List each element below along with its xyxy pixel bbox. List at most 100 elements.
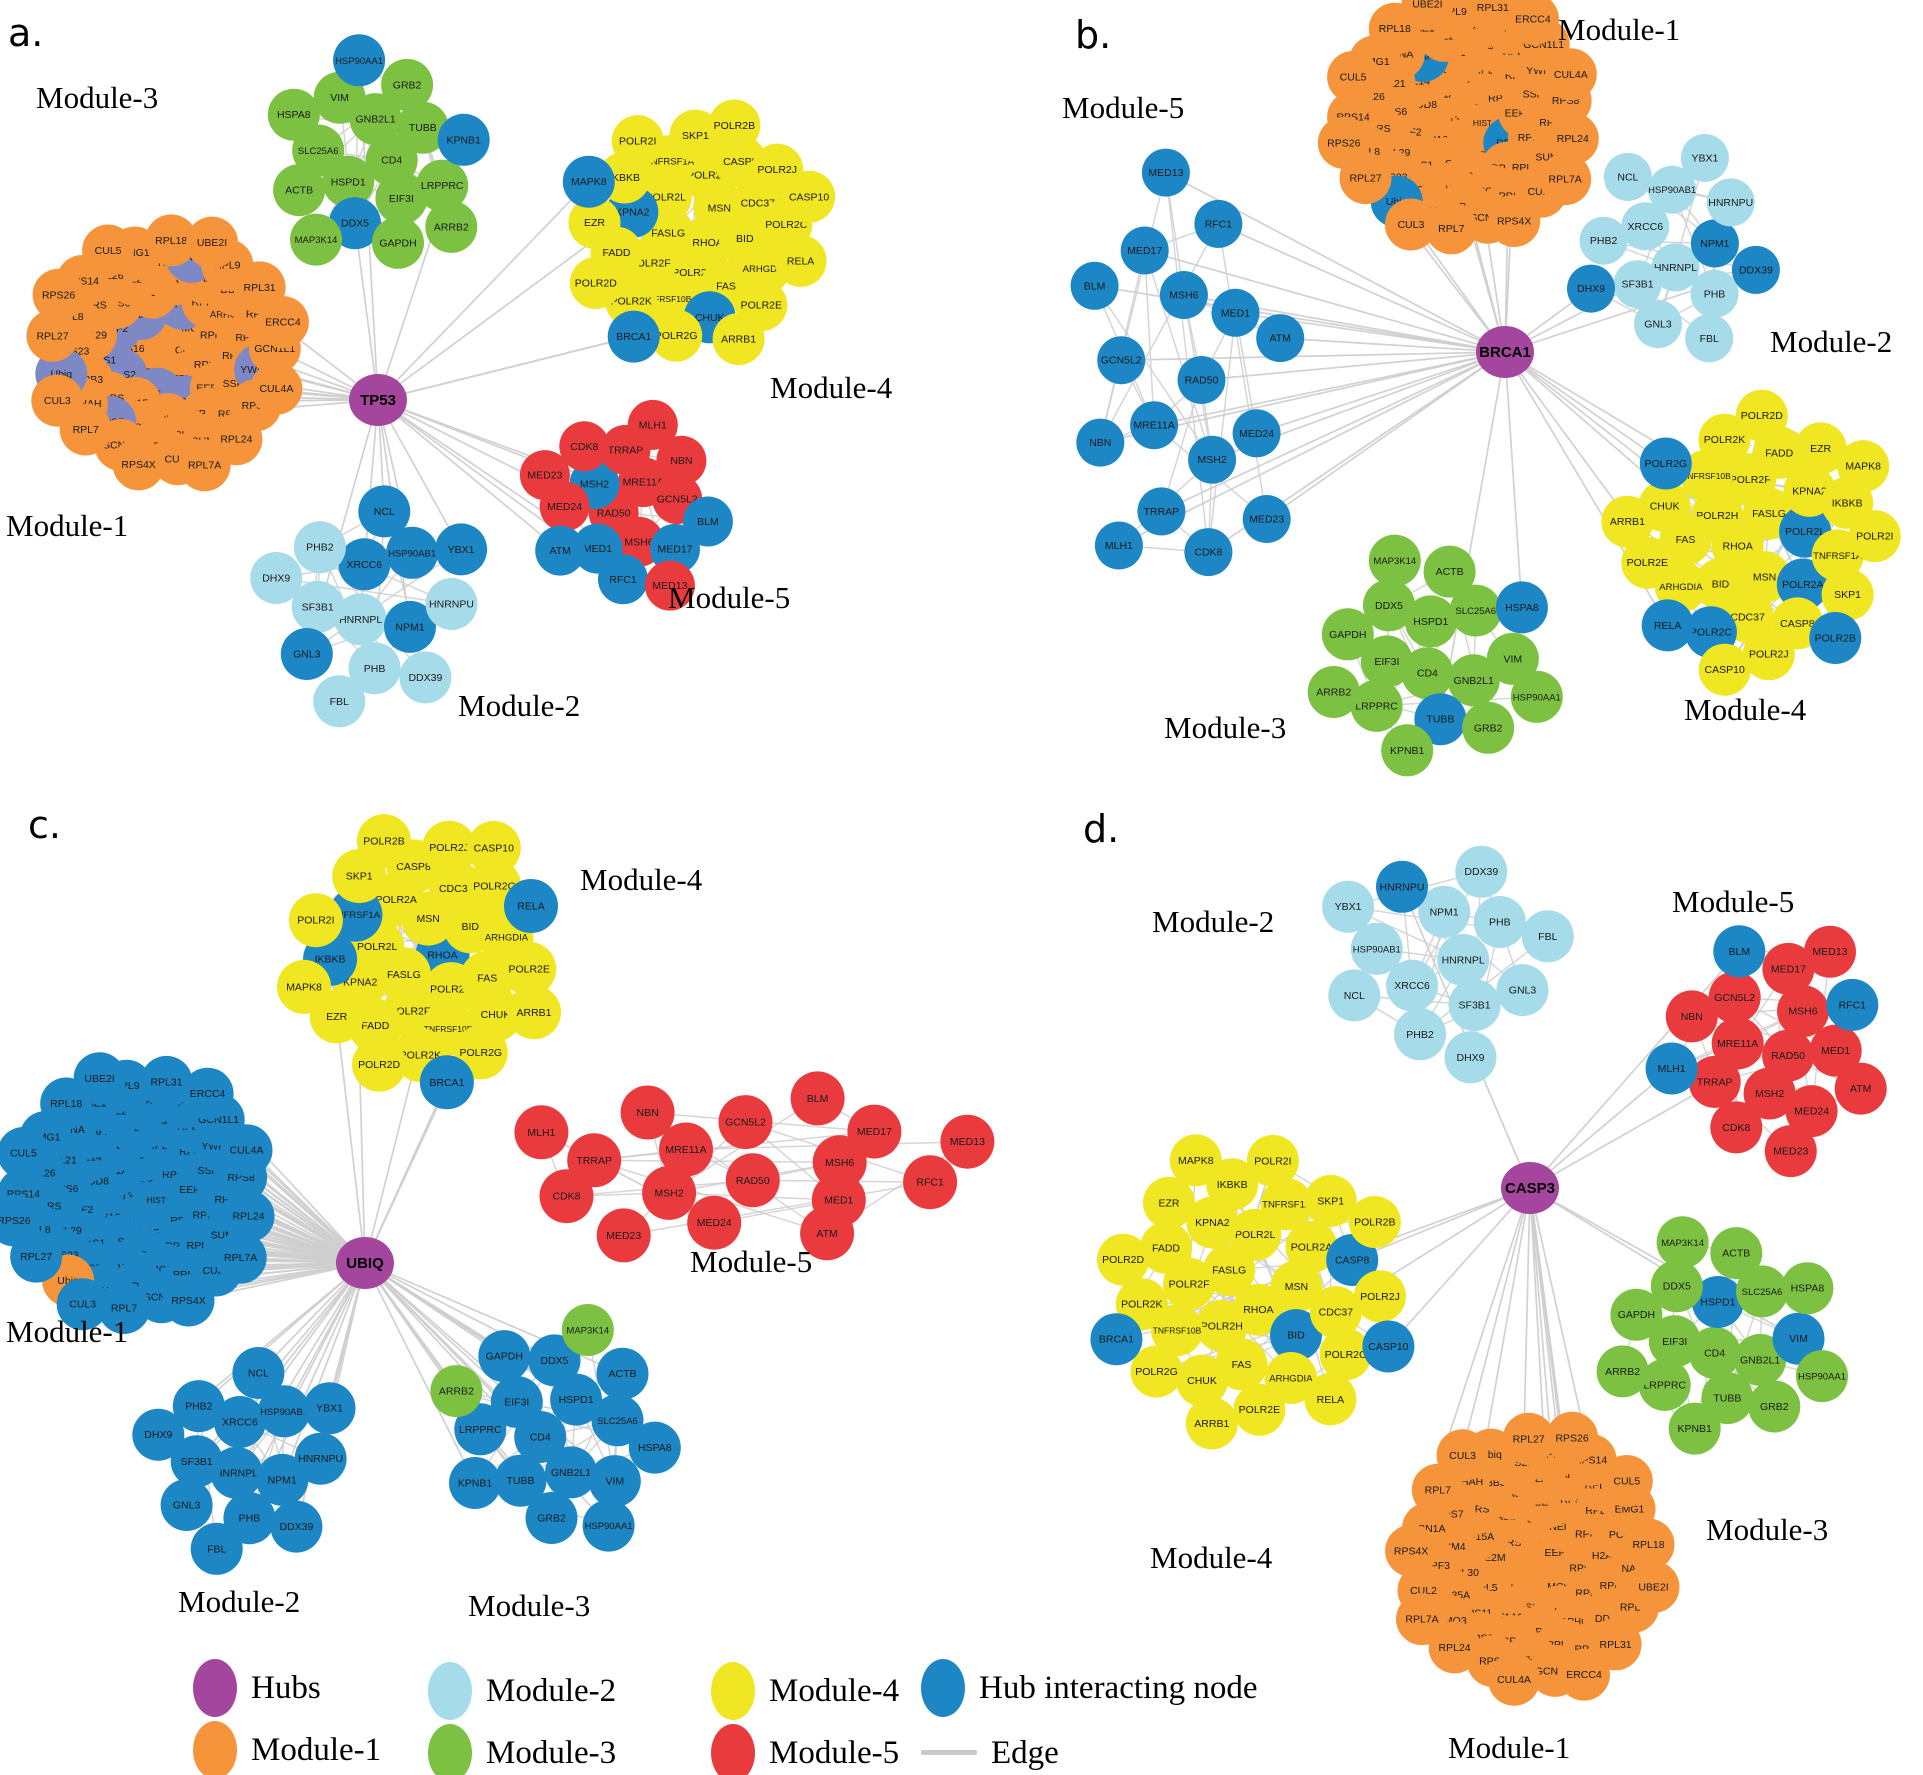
svg-text:HSPD1: HSPD1: [1700, 1297, 1735, 1309]
node-BRCA1: BRCA1: [419, 1055, 474, 1110]
svg-text:MSN: MSN: [417, 913, 440, 925]
svg-text:UBE2I: UBE2I: [84, 1073, 114, 1085]
svg-text:POLR2D: POLR2D: [358, 1059, 400, 1071]
node-GCN5L2: GCN5L2: [1708, 971, 1761, 1024]
svg-text:POLR2G: POLR2G: [655, 330, 698, 342]
node-SF3B1: SF3B1: [291, 580, 344, 633]
svg-text:ARRB1: ARRB1: [721, 334, 756, 346]
node-BID: BID: [1270, 1309, 1322, 1362]
node-CASP8: CASP8: [1326, 1234, 1379, 1286]
node-ATM: ATM: [535, 525, 586, 576]
node-PHB2: PHB2: [1394, 1008, 1446, 1061]
svg-text:POLR2C: POLR2C: [765, 219, 807, 231]
svg-text:KPNB1: KPNB1: [1677, 1423, 1712, 1435]
svg-text:PHB: PHB: [1489, 917, 1511, 929]
node-ARRB2: ARRB2: [430, 1365, 483, 1418]
node-DHX9: DHX9: [250, 552, 303, 604]
svg-text:ARHGDIA: ARHGDIA: [743, 264, 787, 275]
node-NCL: NCL: [1328, 969, 1381, 1022]
svg-text:TUBB: TUBB: [1713, 1393, 1741, 1405]
svg-text:POLR2G: POLR2G: [1644, 458, 1687, 470]
node-SLC25A6: SLC25A6: [591, 1394, 644, 1447]
node-CUL5: CUL5: [1600, 1455, 1653, 1507]
node-FAS: FAS: [1215, 1338, 1268, 1391]
svg-text:RPL24: RPL24: [220, 434, 252, 446]
node-RPL31: RPL31: [140, 1055, 193, 1108]
node-VIM: VIM: [1486, 632, 1539, 685]
node-HNRNPL: HNRNPL: [1651, 243, 1700, 292]
node-SF3B1: SF3B1: [170, 1435, 223, 1488]
node-MAP3K14: MAP3K14: [290, 213, 342, 266]
svg-text:NCL: NCL: [1344, 990, 1365, 1002]
node-SKP1: SKP1: [669, 109, 722, 162]
node-RPS26: RPS26: [0, 1194, 40, 1247]
svg-text:ARRB1: ARRB1: [516, 1007, 551, 1019]
node-HSPD1: HSPD1: [1691, 1276, 1744, 1328]
svg-text:FAS: FAS: [1232, 1359, 1252, 1371]
node-MED13: MED13: [1804, 925, 1856, 978]
node-POLR2B: POLR2B: [1809, 612, 1862, 664]
module-label-module-1: Module-1: [1558, 12, 1680, 47]
node-DDX5: DDX5: [1650, 1260, 1703, 1313]
node-EZR: EZR: [1143, 1176, 1195, 1229]
node-GNL3: GNL3: [280, 628, 333, 680]
svg-text:HSPA8: HSPA8: [277, 109, 311, 121]
svg-text:POLR2H: POLR2H: [430, 984, 472, 996]
node-LRPPRC: LRPPRC: [454, 1403, 507, 1456]
svg-text:NBN: NBN: [637, 1107, 659, 1119]
node-HSPA8: HSPA8: [1781, 1262, 1834, 1315]
svg-text:RPL31: RPL31: [1600, 1639, 1632, 1651]
node-HSPA8: HSPA8: [628, 1421, 681, 1474]
svg-text:MRE11A: MRE11A: [623, 477, 664, 489]
svg-text:CASP10: CASP10: [1705, 664, 1745, 676]
node-FBL: FBL: [1521, 910, 1574, 963]
node-SLC25A6: SLC25A6: [1736, 1265, 1788, 1318]
node-MSH2: MSH2: [642, 1165, 697, 1220]
svg-text:POLR2F: POLR2F: [1169, 1278, 1210, 1290]
svg-text:UBE2I: UBE2I: [197, 237, 227, 249]
svg-text:FBL: FBL: [330, 696, 349, 708]
node-RFC1: RFC1: [598, 554, 648, 605]
svg-text:BID: BID: [736, 233, 754, 245]
node-DHX9: DHX9: [132, 1408, 185, 1461]
svg-text:HNRNPU: HNRNPU: [1708, 197, 1753, 209]
node-MED13: MED13: [1141, 148, 1190, 197]
node-POLR2J: POLR2J: [422, 820, 477, 875]
node-CUL3: CUL3: [1436, 1429, 1489, 1482]
node-ARRB1: ARRB1: [712, 313, 765, 365]
module-label-module-5: Module-5: [668, 580, 790, 615]
svg-text:GCN5L2: GCN5L2: [1101, 355, 1142, 367]
svg-text:DDX5: DDX5: [1663, 1281, 1691, 1293]
svg-text:CD4: CD4: [530, 1432, 551, 1444]
svg-text:CUL3: CUL3: [69, 1299, 96, 1311]
svg-text:HSP90AB1: HSP90AB1: [1648, 185, 1696, 196]
node-RPL27: RPL27: [1502, 1412, 1555, 1465]
node-SKP1: SKP1: [1304, 1174, 1357, 1227]
node-CUL3: CUL3: [56, 1278, 109, 1331]
module-label-module-1: Module-1: [6, 508, 128, 543]
node-MED23: MED23: [596, 1208, 651, 1263]
node-POLR2J: POLR2J: [1742, 628, 1795, 681]
svg-text:HNRNPU: HNRNPU: [1380, 881, 1425, 893]
node-PHB: PHB: [223, 1492, 276, 1545]
node-DDX39: DDX39: [1455, 845, 1508, 898]
svg-text:TNFRSF1A: TNFRSF1A: [645, 157, 695, 168]
node-RPL7A: RPL7A: [1396, 1593, 1448, 1646]
svg-text:RPL18: RPL18: [50, 1098, 82, 1110]
svg-text:MAP3K14: MAP3K14: [566, 1326, 609, 1337]
node-UBE2I: UBE2I: [1401, 0, 1454, 31]
svg-text:FBL: FBL: [1700, 333, 1719, 345]
svg-text:RPL18: RPL18: [1632, 1539, 1664, 1551]
svg-text:LRPPRC: LRPPRC: [1355, 700, 1398, 712]
svg-text:ARRB1: ARRB1: [1194, 1418, 1229, 1430]
svg-text:CHUK: CHUK: [1650, 501, 1680, 513]
node-MED24: MED24: [1785, 1085, 1838, 1138]
node-VIM: VIM: [1772, 1312, 1825, 1365]
svg-text:MRE11A: MRE11A: [1717, 1038, 1758, 1050]
node-HSPD1: HSPD1: [550, 1373, 603, 1426]
module-label-module-3: Module-3: [36, 80, 158, 115]
svg-text:POLR2J: POLR2J: [1749, 649, 1789, 661]
node-CDK8: CDK8: [559, 421, 610, 472]
node-ATM: ATM: [1256, 314, 1305, 363]
svg-text:POLR2B: POLR2B: [714, 120, 755, 132]
